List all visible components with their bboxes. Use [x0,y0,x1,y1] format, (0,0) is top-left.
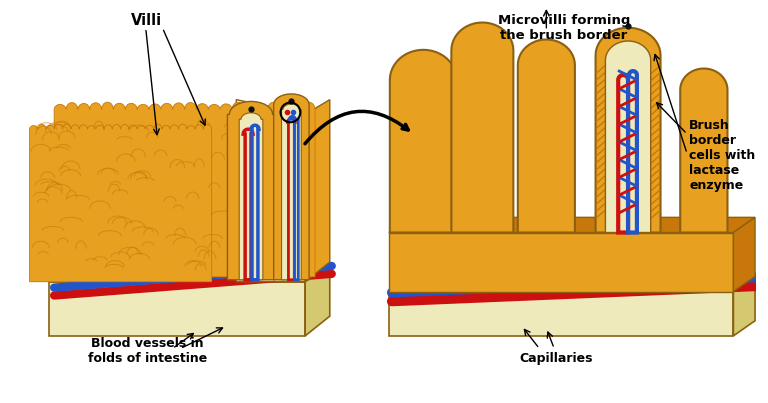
Text: Microvilli forming
the brush border: Microvilli forming the brush border [498,14,631,42]
Polygon shape [389,276,755,292]
Polygon shape [733,217,755,292]
Polygon shape [29,139,212,282]
Polygon shape [452,23,513,233]
Polygon shape [305,100,329,282]
Polygon shape [390,50,457,233]
Polygon shape [305,262,329,336]
Text: Brush
border
cells with
lactase
enzyme: Brush border cells with lactase enzyme [689,119,756,192]
Polygon shape [595,28,660,233]
Polygon shape [282,104,301,280]
Polygon shape [733,276,755,336]
Polygon shape [49,282,305,336]
Polygon shape [54,102,315,277]
Polygon shape [389,217,755,233]
Polygon shape [29,124,212,282]
Text: Villi: Villi [131,13,162,28]
Polygon shape [54,119,315,277]
Polygon shape [389,292,733,336]
Polygon shape [227,102,275,280]
Polygon shape [389,233,733,292]
Polygon shape [518,39,575,233]
Polygon shape [273,94,309,280]
Text: Blood vessels in
folds of intestine: Blood vessels in folds of intestine [88,337,207,366]
Polygon shape [49,262,329,282]
Polygon shape [605,41,650,233]
Polygon shape [680,69,727,233]
Text: Capillaries: Capillaries [519,352,593,366]
Polygon shape [237,100,305,282]
Polygon shape [239,113,263,280]
